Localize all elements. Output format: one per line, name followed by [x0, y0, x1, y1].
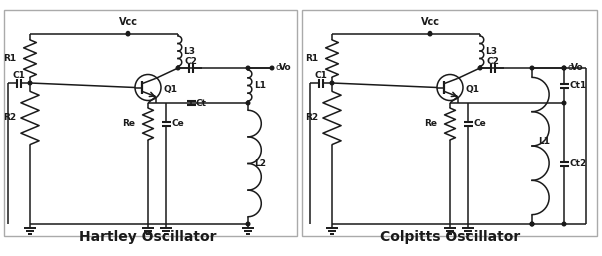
Text: Ce: Ce: [473, 120, 486, 129]
Circle shape: [478, 66, 482, 70]
Text: Re: Re: [424, 120, 437, 129]
Circle shape: [28, 81, 32, 85]
Circle shape: [530, 222, 534, 226]
Circle shape: [246, 66, 250, 70]
Circle shape: [562, 66, 566, 70]
Text: R1: R1: [3, 54, 16, 63]
Circle shape: [126, 31, 129, 35]
Text: R2: R2: [3, 113, 16, 123]
Circle shape: [176, 66, 180, 70]
Text: Vo: Vo: [571, 63, 583, 72]
Text: C2: C2: [486, 57, 500, 66]
Text: Ct2: Ct2: [569, 159, 586, 168]
Text: L1: L1: [254, 81, 266, 90]
Text: L3: L3: [485, 47, 497, 56]
Text: C2: C2: [185, 57, 197, 66]
Text: L1: L1: [538, 136, 550, 145]
Text: o: o: [276, 63, 282, 72]
Circle shape: [330, 81, 334, 85]
Circle shape: [126, 32, 130, 36]
Text: C1: C1: [315, 71, 327, 80]
Text: o: o: [568, 63, 574, 72]
Circle shape: [530, 222, 534, 226]
Circle shape: [246, 222, 250, 226]
Text: Q1: Q1: [163, 85, 177, 94]
Circle shape: [246, 101, 250, 105]
Circle shape: [428, 32, 432, 36]
Text: Hartley Oscillator: Hartley Oscillator: [79, 230, 217, 244]
Text: Ct: Ct: [196, 99, 207, 108]
Text: Vcc: Vcc: [119, 17, 137, 27]
Circle shape: [270, 66, 274, 70]
Text: R2: R2: [305, 113, 318, 123]
Circle shape: [562, 101, 566, 105]
Text: R1: R1: [305, 54, 318, 63]
Text: Q1: Q1: [465, 85, 479, 94]
Text: Colpitts Oscillator: Colpitts Oscillator: [380, 230, 520, 244]
Text: L2: L2: [254, 159, 266, 168]
Text: L3: L3: [183, 47, 195, 56]
Text: Vo: Vo: [279, 63, 291, 72]
Circle shape: [429, 31, 432, 35]
Circle shape: [562, 66, 566, 70]
Text: Ct1: Ct1: [569, 81, 586, 90]
Text: Vcc: Vcc: [421, 17, 439, 27]
Circle shape: [562, 222, 566, 226]
Text: Ce: Ce: [171, 120, 184, 129]
Text: Re: Re: [122, 120, 135, 129]
Circle shape: [530, 66, 534, 70]
Text: C1: C1: [13, 71, 25, 80]
